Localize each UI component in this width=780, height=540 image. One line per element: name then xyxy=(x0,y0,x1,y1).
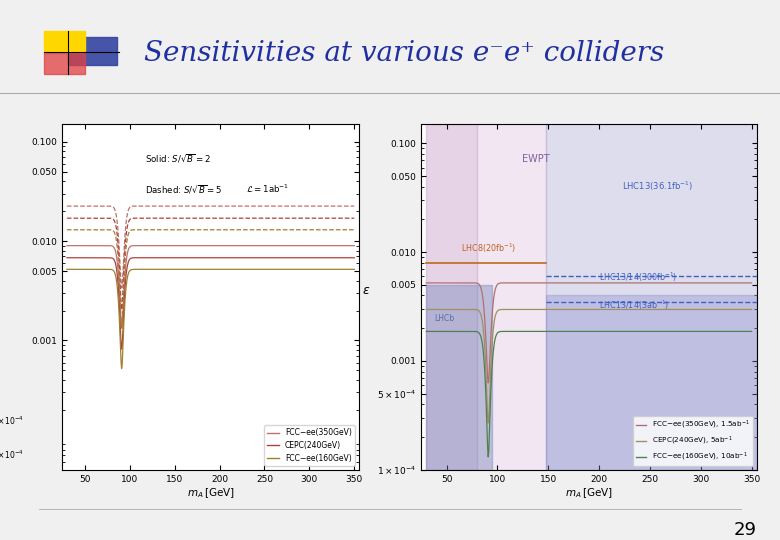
Bar xyxy=(477,124,546,470)
Bar xyxy=(44,53,85,74)
Y-axis label: $\varepsilon$: $\varepsilon$ xyxy=(362,284,370,297)
Legend: FCC−ee(350GeV), CEPC(240GeV), FCC−ee(160GeV): FCC−ee(350GeV), CEPC(240GeV), FCC−ee(160… xyxy=(264,425,355,466)
Legend: FCC$-$ee(350GeV), 1.5ab$^{-1}$, CEPC(240GeV), 5ab$^{-1}$, FCC$-$ee(160GeV), 10ab: FCC$-$ee(350GeV), 1.5ab$^{-1}$, CEPC(240… xyxy=(633,416,753,466)
Text: Dashed: $S/\sqrt{B}=5$: Dashed: $S/\sqrt{B}=5$ xyxy=(145,183,223,196)
X-axis label: $m_A\,[\mathrm{GeV}]$: $m_A\,[\mathrm{GeV}]$ xyxy=(186,487,235,500)
Bar xyxy=(68,37,117,65)
Text: LHC13/14(300fb$^{-1}$): LHC13/14(300fb$^{-1}$) xyxy=(599,271,677,285)
Text: $\times\,10^{-4}$: $\times\,10^{-4}$ xyxy=(0,449,24,462)
Bar xyxy=(44,31,85,52)
Text: LHC13(36.1fb$^{-1}$): LHC13(36.1fb$^{-1}$) xyxy=(622,179,693,193)
Text: $\mathcal{L}=1\mathrm{ab}^{-1}$: $\mathcal{L}=1\mathrm{ab}^{-1}$ xyxy=(246,183,289,195)
X-axis label: $m_A\,[\mathrm{GeV}]$: $m_A\,[\mathrm{GeV}]$ xyxy=(565,487,613,500)
Bar xyxy=(546,124,757,470)
Text: LHCb: LHCb xyxy=(434,314,455,323)
Text: LHC8(20fb$^{-1}$): LHC8(20fb$^{-1}$) xyxy=(462,242,517,255)
Text: Sensitivities at various e⁻e⁺ colliders: Sensitivities at various e⁻e⁺ colliders xyxy=(144,40,665,67)
Text: EWPT: EWPT xyxy=(522,154,549,164)
Text: LHC13/14(3ab$^{-1}$): LHC13/14(3ab$^{-1}$) xyxy=(599,299,669,312)
Text: Solid: $S/\sqrt{B}=2$: Solid: $S/\sqrt{B}=2$ xyxy=(145,152,211,165)
Text: 29: 29 xyxy=(734,521,757,539)
Text: $\times\,10^{-4}$: $\times\,10^{-4}$ xyxy=(0,415,24,427)
Bar xyxy=(427,124,477,470)
